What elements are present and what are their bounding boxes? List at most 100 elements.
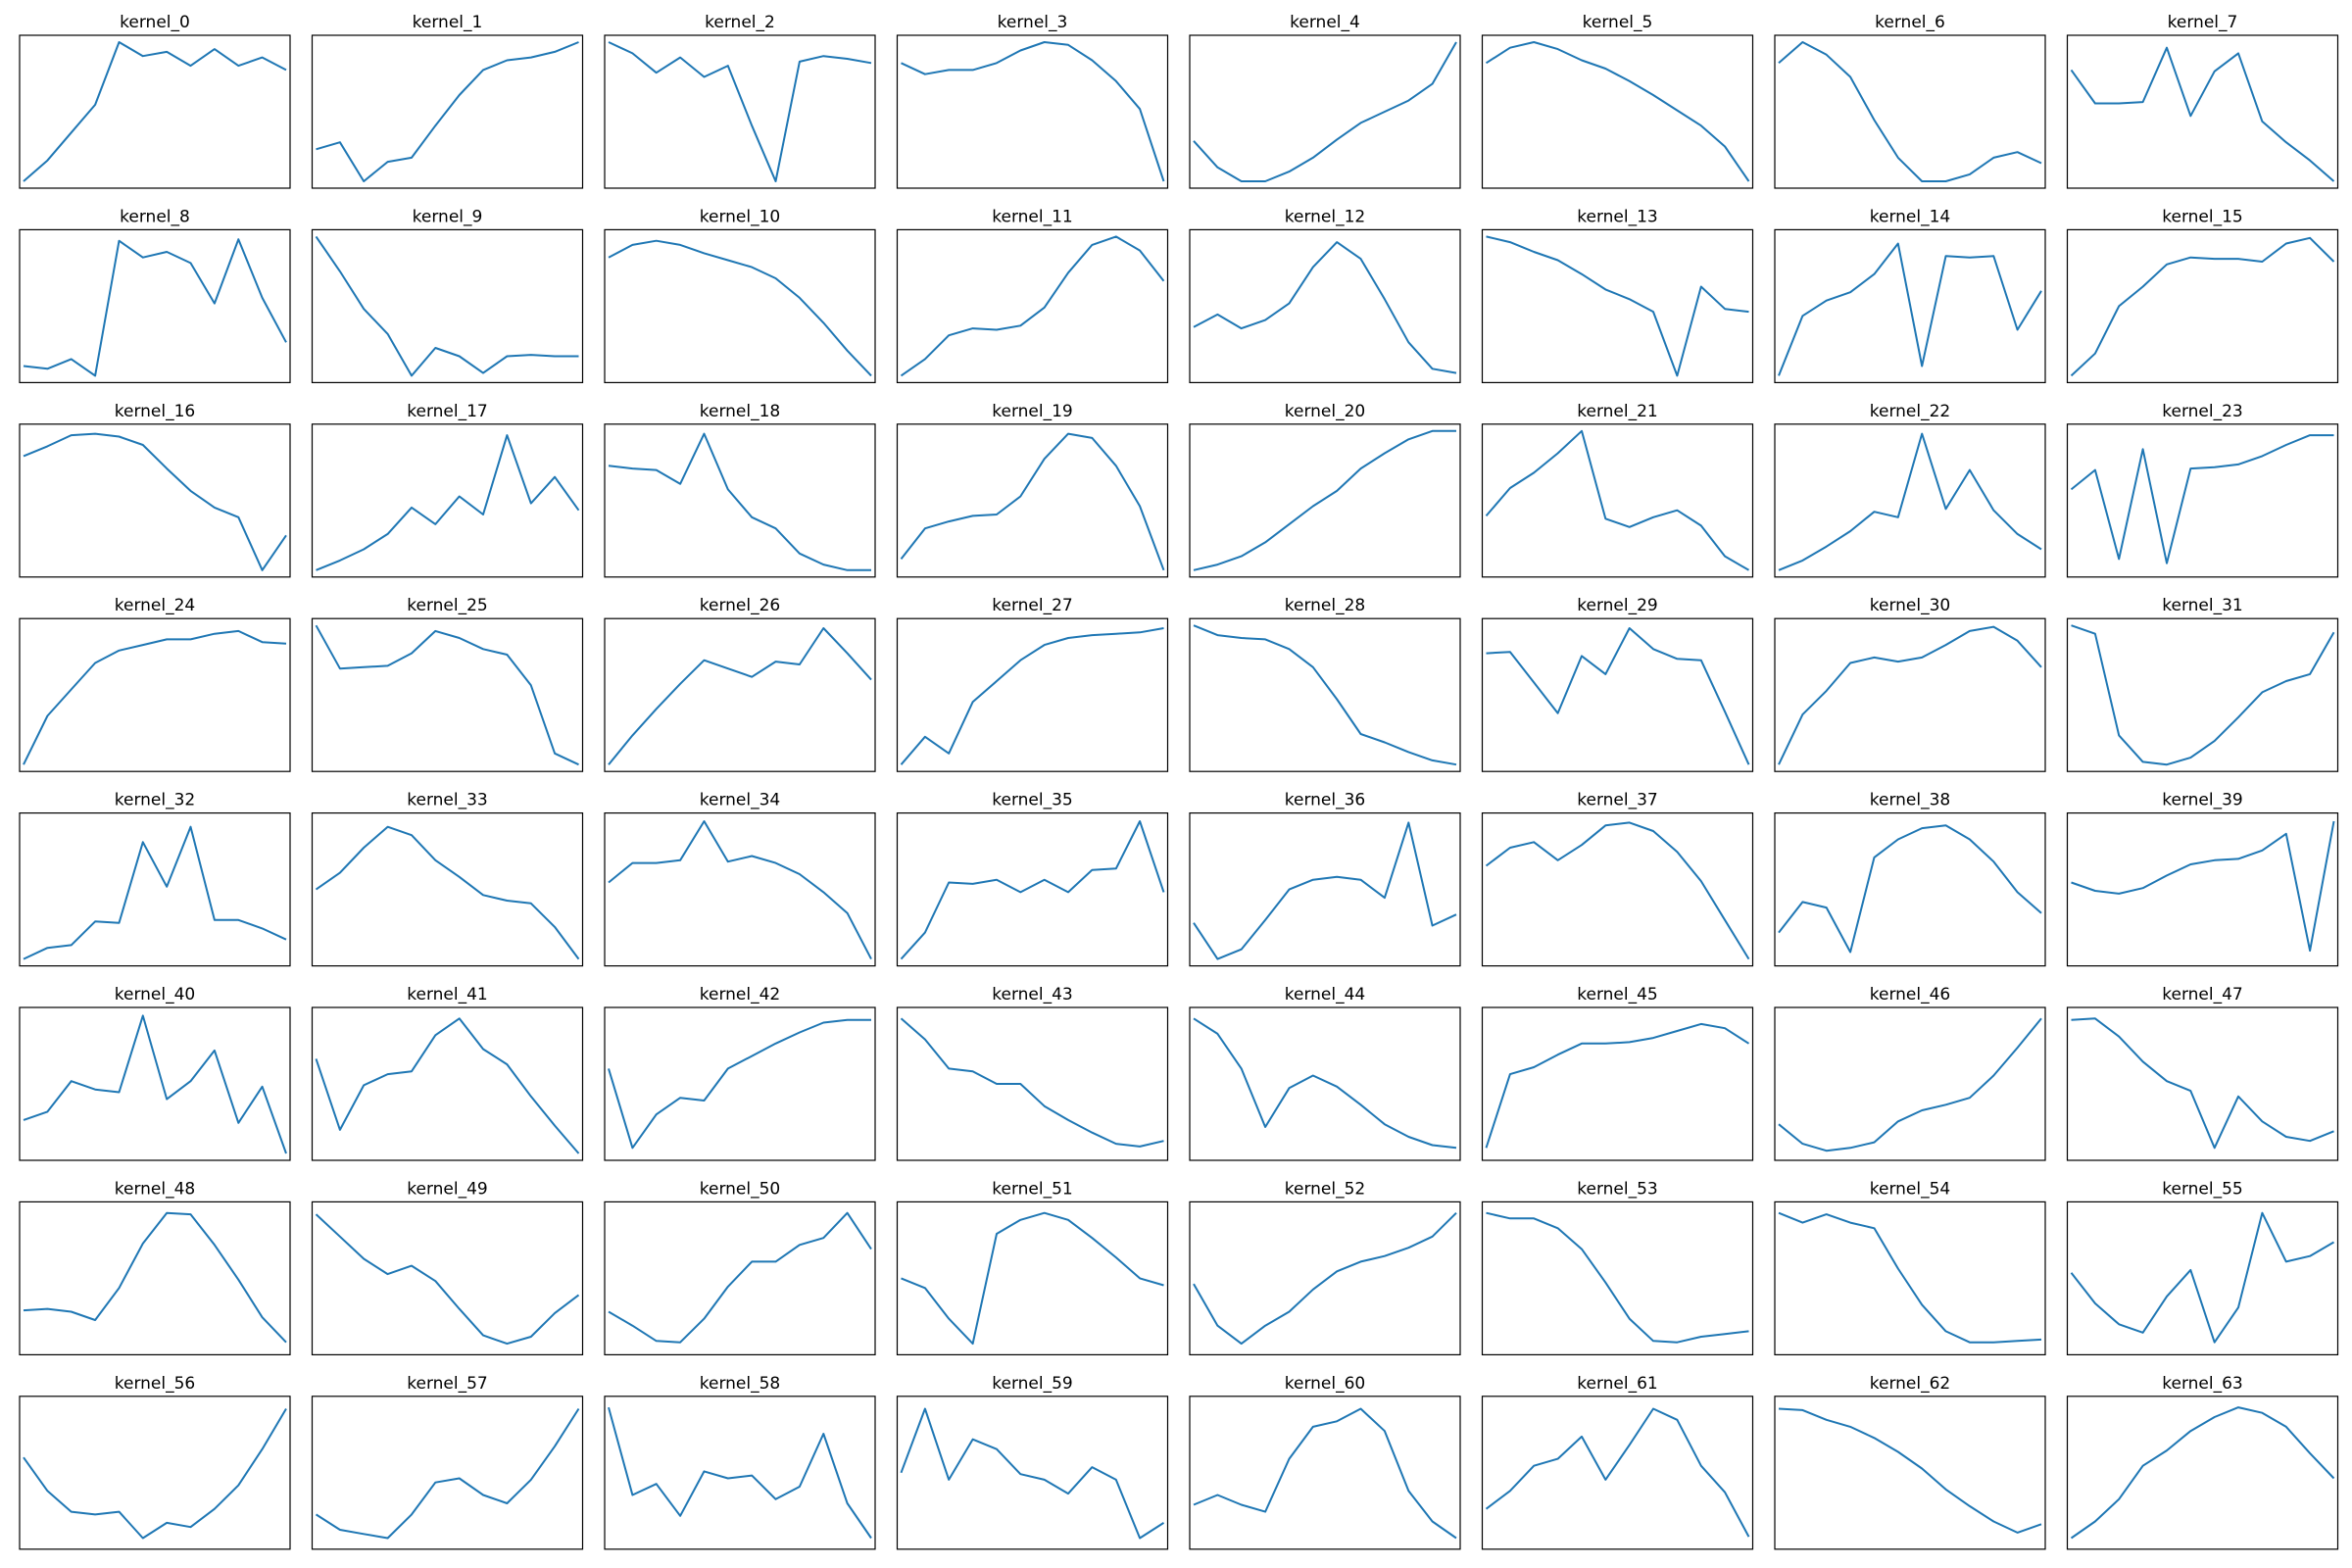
series-line xyxy=(316,434,580,571)
series-line xyxy=(608,627,872,765)
subplot-title: kernel_13 xyxy=(1577,207,1657,226)
subplot-title: kernel_38 xyxy=(1870,791,1950,810)
series-line xyxy=(1778,1017,2042,1152)
subplot-title: kernel_45 xyxy=(1577,985,1657,1004)
axes-frame xyxy=(896,1006,1169,1161)
series-line xyxy=(23,825,287,960)
axes-frame xyxy=(896,423,1169,578)
subplot-title: kernel_26 xyxy=(700,596,780,615)
series-line xyxy=(1778,41,2042,182)
subplot-title: kernel_5 xyxy=(1583,13,1653,32)
subplot-kernel-36: kernel_36 xyxy=(1189,791,1461,967)
series-line xyxy=(315,1407,580,1540)
series-line xyxy=(2070,46,2335,182)
series-line xyxy=(608,1406,872,1540)
series-line xyxy=(316,41,579,182)
subplot-title: kernel_62 xyxy=(1870,1374,1950,1394)
subplot-kernel-34: kernel_34 xyxy=(604,791,876,967)
axes-frame xyxy=(1774,1396,2046,1550)
subplot-title: kernel_2 xyxy=(705,13,775,32)
series-line xyxy=(23,629,287,765)
subplot-kernel-8: kernel_8 xyxy=(19,207,291,383)
subplot-kernel-54: kernel_54 xyxy=(1774,1179,2046,1356)
series-line xyxy=(2070,236,2335,377)
axes-frame xyxy=(2066,1200,2339,1356)
subplot-title: kernel_44 xyxy=(1285,985,1365,1004)
subplot-title: kernel_54 xyxy=(1870,1179,1950,1199)
axes-frame xyxy=(2066,228,2339,383)
subplot-title: kernel_10 xyxy=(700,207,780,226)
subplot-title: kernel_48 xyxy=(115,1179,195,1199)
axes-frame xyxy=(1189,1396,1461,1550)
subplot-kernel-16: kernel_16 xyxy=(19,402,291,578)
axes-frame xyxy=(1774,228,2046,383)
axes-frame xyxy=(19,1006,291,1161)
axes-frame xyxy=(604,1006,876,1161)
series-line xyxy=(900,1407,1165,1540)
axes-frame xyxy=(19,811,291,967)
subplot-title: kernel_21 xyxy=(1577,402,1657,421)
subplot-kernel-35: kernel_35 xyxy=(896,791,1169,967)
subplot-kernel-18: kernel_18 xyxy=(604,402,876,578)
subplot-kernel-19: kernel_19 xyxy=(896,402,1169,578)
axes-frame xyxy=(604,1200,876,1356)
subplot-title: kernel_47 xyxy=(2162,985,2242,1004)
subplot-kernel-11: kernel_11 xyxy=(896,207,1169,383)
subplot-title: kernel_39 xyxy=(2162,791,2242,810)
series-line xyxy=(1485,821,1750,960)
subplot-kernel-63: kernel_63 xyxy=(2066,1374,2339,1550)
axes-frame xyxy=(1774,423,2046,578)
subplot-kernel-60: kernel_60 xyxy=(1189,1374,1461,1550)
subplot-title: kernel_9 xyxy=(413,207,483,226)
subplot-kernel-21: kernel_21 xyxy=(1481,402,1754,578)
subplot-title: kernel_34 xyxy=(700,791,780,810)
series-line xyxy=(1778,432,2042,571)
subplot-title: kernel_8 xyxy=(120,207,190,226)
series-line xyxy=(1193,1211,1457,1346)
series-line xyxy=(1485,41,1750,182)
subplot-title: kernel_60 xyxy=(1285,1374,1365,1394)
subplot-kernel-52: kernel_52 xyxy=(1189,1179,1461,1356)
subplot-kernel-44: kernel_44 xyxy=(1189,985,1461,1161)
subplot-title: kernel_56 xyxy=(115,1374,195,1394)
subplot-title: kernel_52 xyxy=(1285,1179,1365,1199)
subplot-title: kernel_43 xyxy=(992,985,1072,1004)
subplot-title: kernel_27 xyxy=(992,596,1072,615)
axes-frame xyxy=(19,228,291,383)
subplot-kernel-48: kernel_48 xyxy=(19,1179,291,1356)
axes-frame xyxy=(604,34,876,189)
subplot-title: kernel_58 xyxy=(700,1374,780,1394)
subplot-title: kernel_57 xyxy=(407,1374,487,1394)
subplot-title: kernel_1 xyxy=(413,13,483,32)
series-line xyxy=(2071,1017,2334,1150)
series-line xyxy=(1193,1017,1457,1150)
subplot-title: kernel_36 xyxy=(1285,791,1365,810)
series-line xyxy=(1485,1022,1750,1149)
axes-frame xyxy=(1189,1006,1461,1161)
subplot-title: kernel_33 xyxy=(407,791,487,810)
series-line xyxy=(608,820,872,960)
axes-frame xyxy=(19,1396,291,1550)
series-line xyxy=(1485,1407,1750,1538)
series-line xyxy=(900,235,1165,377)
subplot-kernel-47: kernel_47 xyxy=(2066,985,2339,1161)
series-line xyxy=(608,432,871,571)
subplot-kernel-0: kernel_0 xyxy=(19,13,291,189)
axes-frame xyxy=(1774,34,2046,189)
axes-frame xyxy=(2066,1006,2339,1161)
subplot-title: kernel_55 xyxy=(2162,1179,2242,1199)
series-line xyxy=(1778,625,2042,765)
subplot-title: kernel_4 xyxy=(1290,13,1360,32)
axes-frame xyxy=(1189,423,1461,578)
subplot-kernel-51: kernel_51 xyxy=(896,1179,1169,1356)
series-line xyxy=(315,624,579,766)
axes-frame xyxy=(19,1200,291,1356)
axes-frame xyxy=(311,1396,584,1550)
axes-frame xyxy=(1481,811,1754,967)
axes-frame xyxy=(2066,423,2339,578)
subplot-kernel-12: kernel_12 xyxy=(1189,207,1461,383)
axes-frame xyxy=(1481,1006,1754,1161)
subplot-title: kernel_6 xyxy=(1875,13,1945,32)
axes-frame xyxy=(1774,617,2046,772)
